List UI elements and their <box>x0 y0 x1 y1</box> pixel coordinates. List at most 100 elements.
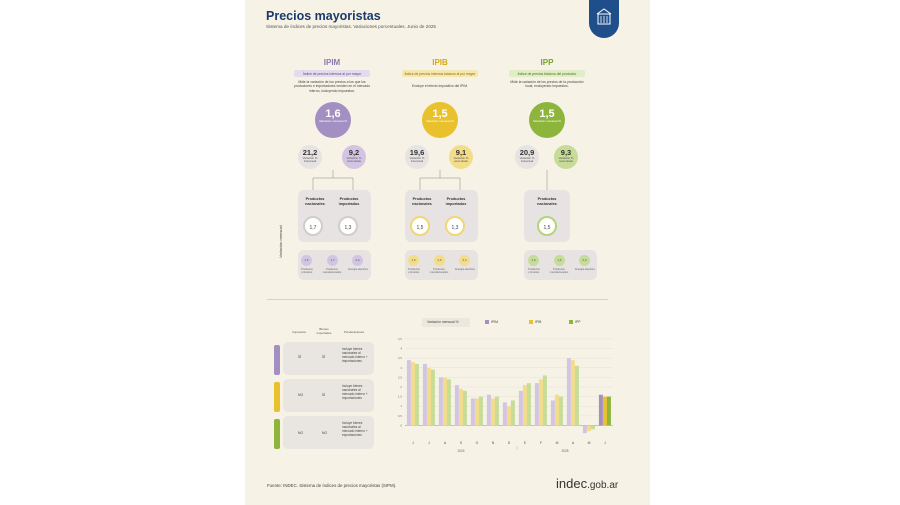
x-tick-label: J <box>412 441 414 445</box>
page-title: Precios mayoristas <box>266 9 381 23</box>
indec-logo: indec.gob.ar <box>556 476 618 491</box>
ipp-product-nat-ring: 1,5 <box>537 216 557 236</box>
ipp-ytd-label: Variación % acumulada <box>558 156 574 164</box>
ipp-sub-3-label: Energía eléctrica <box>575 268 595 271</box>
row-ipib-importados: SÍ <box>322 393 326 397</box>
ipim-sub-3: 2,4 <box>352 255 363 266</box>
ipim-monthly-label: Variación mensual % <box>319 119 347 123</box>
ipim-sub-3-label: Energía eléctrica <box>348 268 368 271</box>
row-tag-ipib <box>274 382 280 412</box>
bar-ipp <box>542 375 547 426</box>
ipib-ytd-value: 9,1 <box>455 148 467 157</box>
ipim-yoy-label: Variación % interanual <box>302 156 318 164</box>
ipim-product-imp-label: Productos importados <box>338 197 360 206</box>
bar-ipim <box>566 358 571 426</box>
x-tick-label: E <box>524 441 527 445</box>
row-ipp-importados: NO <box>322 431 328 435</box>
ipim-product-imp-ring: 1,3 <box>338 216 358 236</box>
bar-ipib <box>458 388 463 426</box>
ipp-monthly-label: Variación mensual % <box>533 119 561 123</box>
bar-ipib <box>426 367 431 426</box>
ipib-monthly-value: 1,5 <box>432 108 448 120</box>
ipim-description: Mide la variación de los precios a los q… <box>294 80 370 93</box>
x-tick-label: F <box>540 441 542 445</box>
table-header-impuestos: Impuestos <box>292 330 306 334</box>
logo-main: indec <box>556 476 588 491</box>
ipim-box-label: Índice de precios internos al por mayor <box>294 70 370 77</box>
bar-ipp <box>494 396 499 426</box>
ipp-description: Mide la variación de los precios de la p… <box>510 80 584 89</box>
ipp-sub-3: 2,4 <box>579 255 590 266</box>
bar-ipim <box>454 385 459 426</box>
group-label-2024: 2024 <box>457 449 464 453</box>
ipp-monthly-circle: 1,5 Variación mensual % <box>529 102 565 138</box>
monthly-variation-chart: 0 0,5 1 1,5 2 2,5 3 3,5 4 4,5 J J A S O N D E F M A M J 2024 202… <box>398 337 613 453</box>
ipim-yoy-circle: 21,2 Variación % interanual <box>298 145 322 169</box>
x-tick-label: S <box>460 441 463 445</box>
ipib-sub-1-label: Productos primarios <box>408 268 420 275</box>
bar-ipib <box>490 398 495 426</box>
infographic: { "header": { "title": "Precios mayorist… <box>245 0 650 505</box>
ipim-sub-1-label: Productos primarios <box>301 268 313 275</box>
ipp-product-nat-label: Productos nacionales <box>537 197 557 206</box>
x-tick-label: O <box>476 441 479 445</box>
row-tag-ipp <box>274 419 280 449</box>
ipim-yoy-value: 21,2 <box>302 148 318 157</box>
ipp-yoy-label: Variación % interanual <box>519 156 535 164</box>
bar-ipib <box>522 385 527 426</box>
ipib-product-nat-label: Productos nacionales <box>412 197 432 206</box>
ipib-monthly-circle: 1,5 Variación mensual % <box>422 102 458 138</box>
ipp-sub-2: 1,6 <box>554 255 565 266</box>
bar-ipib <box>570 360 575 426</box>
legend-swatch-ipib <box>529 320 533 324</box>
building-icon <box>596 8 612 25</box>
ipim-ytd-label: Variación % acumulada <box>346 156 362 164</box>
ipib-product-imp-label: Productos importados <box>445 197 467 206</box>
ipp-yoy-circle: 20,9 Variación % interanual <box>515 145 539 169</box>
bar-ipim <box>534 383 539 426</box>
ipp-sub-1: 1,6 <box>528 255 539 266</box>
ipib-title: IPIB <box>432 58 448 67</box>
ipim-monthly-value: 1,6 <box>325 108 341 120</box>
bar-ipp <box>558 396 563 426</box>
ipib-sub-3: 2,4 <box>459 255 470 266</box>
bar-ipib <box>442 377 447 426</box>
y-tick-label: 3,5 <box>398 356 403 360</box>
y-tick-label: 4,5 <box>398 337 403 341</box>
y-tick-label: 1 <box>400 404 402 408</box>
bar-ipp <box>446 379 451 426</box>
legend-swatch-ipp <box>569 320 573 324</box>
y-tick-label: 2 <box>400 385 402 389</box>
bar-ipp <box>526 383 531 426</box>
ipib-box-label: Índice de precios internos básicos al po… <box>402 70 478 77</box>
ipim-product-nat-label: Productos nacionales <box>305 197 325 206</box>
ipib-sub-3-label: Energía eléctrica <box>455 268 475 271</box>
ipp-monthly-value: 1,5 <box>539 108 555 120</box>
bar-ipp <box>574 365 579 426</box>
bar-ipim <box>422 363 427 426</box>
legend-ipp: IPP <box>575 320 581 324</box>
ipp-sub-2-label: Productos manufacturados <box>549 268 569 275</box>
ipim-ytd-circle: 9,2 Variación % acumulada <box>342 145 366 169</box>
bar-ipp <box>430 369 435 426</box>
ipp-title: IPP <box>540 58 554 67</box>
table-header-ponderaciones: Ponderaciones <box>343 330 364 334</box>
page-subtitle: Sistema de índices de precios mayoristas… <box>266 24 436 29</box>
row-ipib-ponderaciones: Incluye bienes nacionales al mercado int… <box>342 384 368 400</box>
row-ipim-ponderaciones: Incluye bienes nacionales al mercado int… <box>342 347 368 363</box>
ipib-product-nat-ring: 1,5 <box>410 216 430 236</box>
legend-title: Variación mensual % <box>427 320 459 324</box>
ipib-ytd-label: Variación % acumulada <box>453 156 469 164</box>
row-ipim-importados: SÍ <box>322 355 326 359</box>
bar-ipp <box>478 396 483 426</box>
ipib-monthly-label: Variación mensual % <box>426 119 454 123</box>
logo-suffix: .gob.ar <box>587 480 619 491</box>
bar-ipim <box>582 425 587 434</box>
y-tick-label: 4 <box>400 347 402 351</box>
legend-ipib: IPIB <box>535 320 542 324</box>
source-note: Fuente: INDEC. Sistema de índices de pre… <box>267 483 397 488</box>
ipib-yoy-label: Variación % interanual <box>409 156 425 164</box>
bar-ipib <box>602 396 607 426</box>
bar-ipp <box>510 400 515 426</box>
ipp-sub-1-label: Productos primarios <box>528 268 540 275</box>
